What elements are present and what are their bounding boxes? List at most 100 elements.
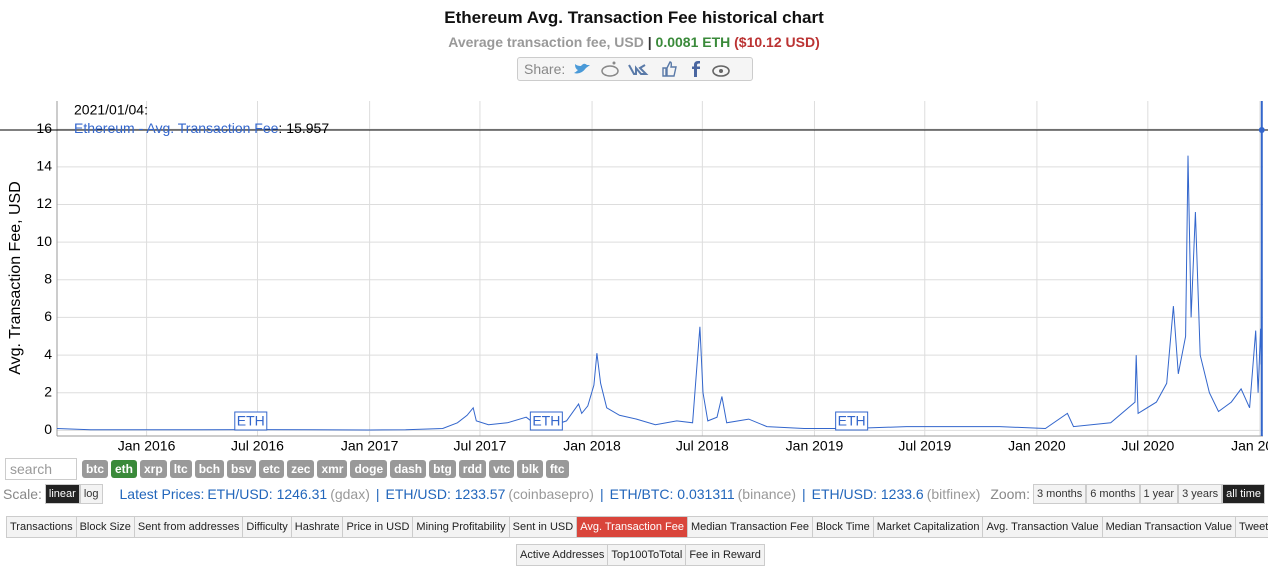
price-source: (bitfinex) <box>926 486 981 502</box>
separator: | <box>599 486 604 502</box>
price-pair: ETH/USD: 1233.57 <box>385 486 506 502</box>
zoom-button[interactable]: 6 months <box>1086 484 1140 504</box>
x-tick-label: Jul 2020 <box>1121 438 1174 454</box>
tab[interactable]: Market Capitalization <box>872 516 984 538</box>
zoom-button[interactable]: 1 year <box>1139 484 1179 504</box>
tooltip-series: Ethereum - Avg. Transaction Fee <box>74 120 279 136</box>
coin-button[interactable]: ftc <box>545 460 569 478</box>
separator: | <box>375 486 380 502</box>
tab[interactable]: Median Transaction Value <box>1101 516 1236 538</box>
tab[interactable]: Fee in Reward <box>685 544 765 566</box>
x-tick-label: Jul 2019 <box>898 438 951 454</box>
coin-button[interactable]: zec <box>287 460 315 478</box>
tab[interactable]: Avg. Transaction Value <box>982 516 1103 538</box>
plot-background <box>57 101 1263 436</box>
prices-label: Latest Prices: <box>119 486 205 502</box>
point-marker <box>1258 127 1265 134</box>
x-tick-label: Jul 2018 <box>676 438 729 454</box>
x-tick-label: Jan 2018 <box>563 438 621 454</box>
tab-row: Active Addresses Top100ToTotal Fee in Rewa… <box>516 544 765 566</box>
tab[interactable]: Price in USD <box>342 516 414 538</box>
tab[interactable]: Tweets <box>1234 516 1268 538</box>
zoom-button[interactable]: 3 years <box>1178 484 1223 504</box>
tooltip-separator: : <box>278 120 282 136</box>
coin-button[interactable]: btg <box>429 460 456 478</box>
price-pair: ETH/USD: 1233.6 <box>811 486 924 502</box>
tab[interactable]: Sent in USD <box>508 516 578 538</box>
reddit-icon[interactable] <box>599 60 621 78</box>
tooltip-line: Ethereum - Avg. Transaction Fee: 15.957 <box>74 120 329 136</box>
price-source: (binance) <box>737 486 797 502</box>
x-tick-label: Jan 2016 <box>118 438 176 454</box>
tab[interactable]: Block Size <box>75 516 135 538</box>
subtitle-label: Average transaction fee, USD <box>448 34 644 50</box>
price-pair: ETH/USD: 1246.31 <box>207 486 328 502</box>
tooltip-value: 15.957 <box>286 120 329 136</box>
coin-button[interactable]: vtc <box>489 460 515 478</box>
coin-button[interactable]: bsv <box>227 460 256 478</box>
scale-button[interactable]: linear <box>44 484 80 504</box>
like-icon[interactable] <box>659 60 681 78</box>
zoom-button[interactable]: all time <box>1222 484 1265 504</box>
coin-button[interactable]: rdd <box>458 460 487 478</box>
fee-eth: 0.0081 ETH <box>655 34 731 50</box>
tab[interactable]: Top100ToTotal <box>607 544 687 566</box>
chart: Avg. Transaction Fee, USD 0 2 4 6 8 10 12 14 16 J… <box>0 101 1268 454</box>
coin-button[interactable]: xrp <box>140 460 167 478</box>
coin-button[interactable]: btc <box>82 460 108 478</box>
search-input[interactable]: search <box>5 458 77 480</box>
zoom-label: Zoom: <box>990 486 1030 502</box>
annotation-label: ETH <box>838 413 866 429</box>
coin-button[interactable]: ltc <box>169 460 192 478</box>
scale-buttons: linear log <box>44 484 103 504</box>
tab[interactable]: Avg. Transaction Fee <box>576 516 688 538</box>
twitter-icon[interactable] <box>571 60 593 78</box>
coin-button[interactable]: bch <box>194 460 225 478</box>
coin-button[interactable]: dash <box>390 460 427 478</box>
tab[interactable]: Block Time <box>811 516 874 538</box>
x-tick-label: Jul 2016 <box>231 438 284 454</box>
scale-label: Scale: <box>3 486 42 502</box>
annotation-box <box>234 411 268 431</box>
tab[interactable]: Mining Profitability <box>412 516 510 538</box>
coin-button[interactable]: eth <box>111 460 137 478</box>
zoom-button[interactable]: 3 months <box>1033 484 1087 504</box>
facebook-icon[interactable] <box>687 60 705 78</box>
coin-button[interactable]: xmr <box>317 460 348 478</box>
y-tick-label: 4 <box>44 346 52 362</box>
tab[interactable]: Difficulty <box>242 516 292 538</box>
scale-button[interactable]: log <box>79 484 103 504</box>
annotation-box <box>529 411 563 431</box>
coin-button[interactable]: doge <box>350 460 388 478</box>
share-label: Share: <box>524 61 566 77</box>
coin-button[interactable]: etc <box>258 460 285 478</box>
x-tick-label: Jan 2019 <box>786 438 844 454</box>
tab[interactable]: Sent from addresses <box>133 516 244 538</box>
tab-row: Transactions Block Size Sent from addresse… <box>6 516 1268 538</box>
tab[interactable]: Transactions <box>6 516 77 538</box>
y-tick-label: 0 <box>44 421 52 437</box>
annotation-box <box>835 411 869 431</box>
y-tick-label: 12 <box>36 195 52 211</box>
subtitle: Average transaction fee, USD | 0.0081 ET… <box>0 34 1268 50</box>
vk-icon[interactable] <box>627 60 653 78</box>
x-tick-label: Jul 2017 <box>453 438 506 454</box>
tab[interactable]: Hashrate <box>290 516 344 538</box>
y-axis-label: Avg. Transaction Fee, USD <box>7 181 24 375</box>
price-source: (gdax) <box>330 486 370 502</box>
price-pair: ETH/BTC: 0.031311 <box>609 486 735 502</box>
coin-row: search btc eth xrp ltc bch bsv etc zec xmr doge das… <box>5 458 569 480</box>
tab[interactable]: Median Transaction Fee <box>686 516 813 538</box>
fee-usd: ($10.12 USD) <box>734 34 820 50</box>
tab[interactable]: Active Addresses <box>516 544 609 566</box>
zoom-buttons: 3 months 6 months 1 year 3 years all time <box>1033 484 1265 504</box>
y-tick-label: 16 <box>36 120 52 136</box>
tooltip-date: 2021/01/04: <box>74 102 148 118</box>
coin-button[interactable]: blk <box>517 460 543 478</box>
y-tick-label: 6 <box>44 308 52 324</box>
weibo-icon[interactable] <box>711 60 735 78</box>
price-source: (coinbasepro) <box>508 486 594 502</box>
annotation-label: ETH <box>532 413 560 429</box>
x-tick-label: Jan 2017 <box>341 438 399 454</box>
